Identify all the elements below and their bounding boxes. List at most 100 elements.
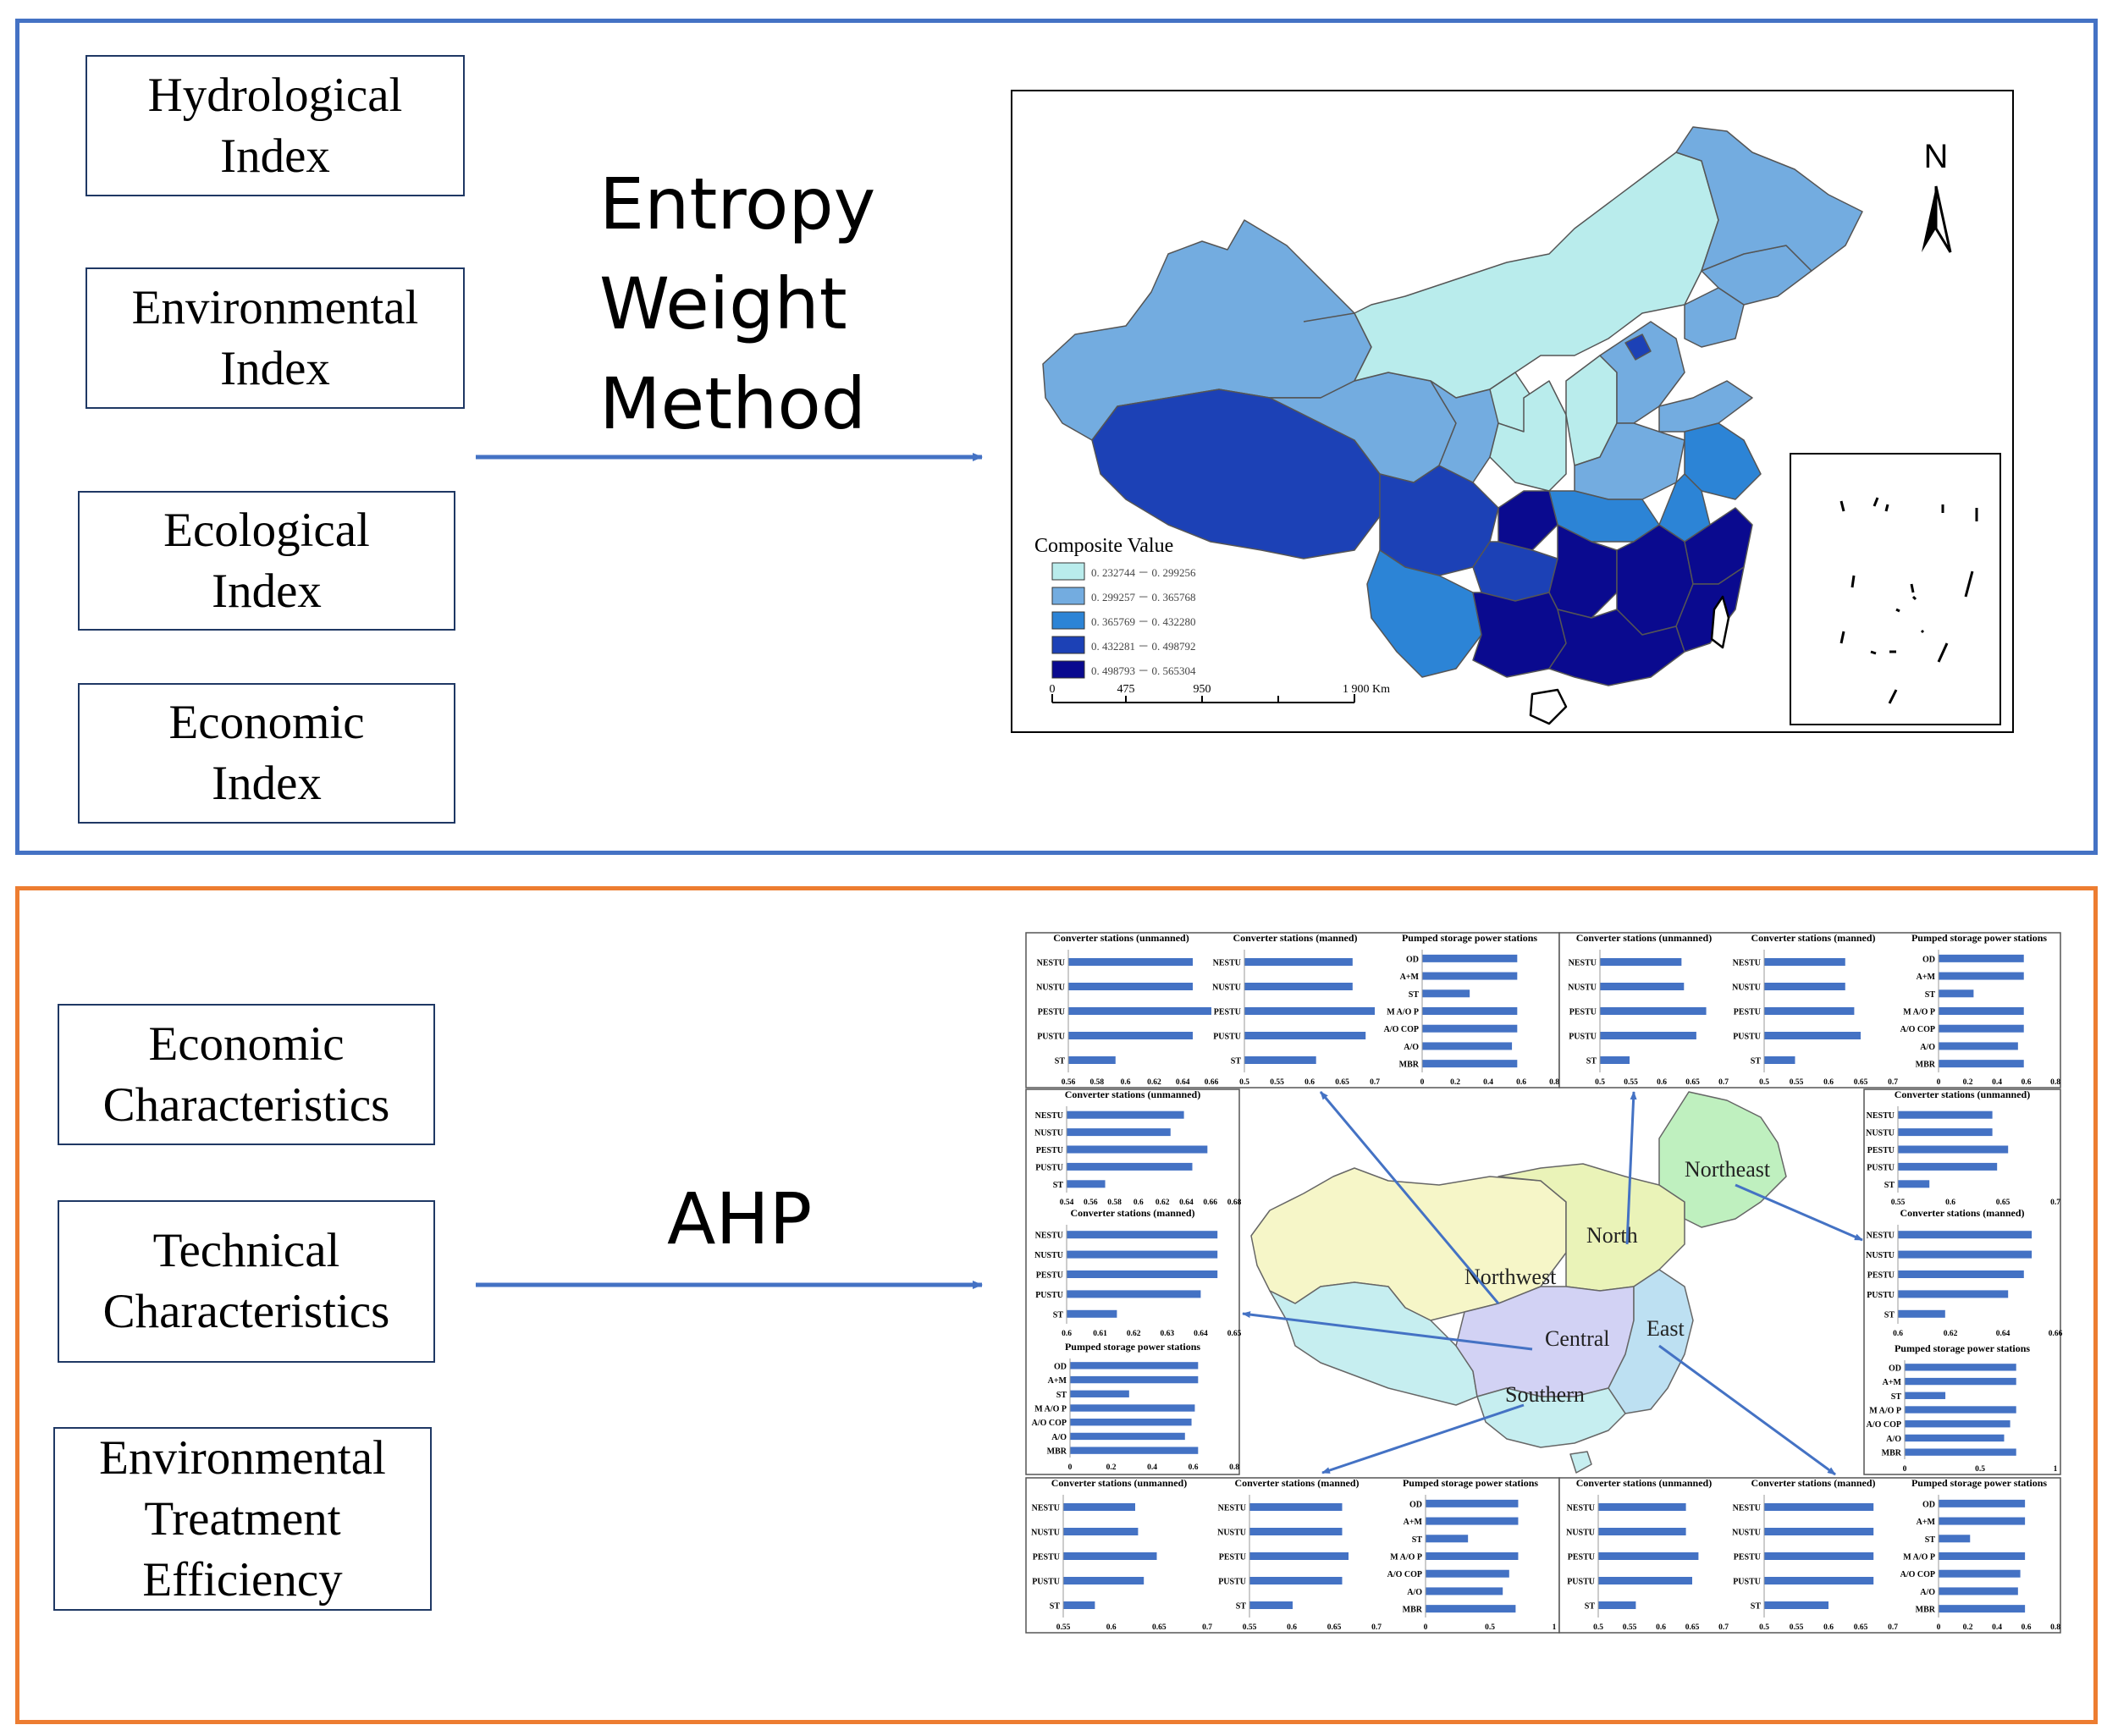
bar (1070, 1362, 1199, 1370)
region-southern (1476, 1387, 1626, 1448)
bar (1898, 1128, 1993, 1137)
bar (1067, 1180, 1106, 1188)
category-label: OD (1922, 1500, 1935, 1509)
category-label: A+M (1048, 1376, 1067, 1386)
category-label: NESTU (1037, 959, 1065, 968)
tick-label: 0.6 (2022, 1623, 2032, 1632)
tick-label: 0.5 (1759, 1078, 1769, 1087)
category-label: A/O COP (1900, 1025, 1935, 1034)
category-label: PUSTU (1867, 1291, 1895, 1300)
bar (1422, 954, 1518, 962)
category-label: NUSTU (1732, 984, 1761, 993)
category-label: ST (1231, 1057, 1242, 1066)
label-north: North (1586, 1223, 1638, 1248)
category-label: PESTU (1036, 1146, 1063, 1155)
category-label: ST (1053, 1181, 1064, 1190)
tick-label: 0.8 (2050, 1078, 2060, 1087)
category-label: MBR (1916, 1606, 1936, 1615)
label-central: Central (1545, 1326, 1610, 1351)
method-line-1: Entropy (599, 163, 876, 245)
chart-title: Converter stations (unmanned) (1053, 932, 1189, 944)
tick-label: 0.58 (1089, 1078, 1104, 1087)
economic-index-label: Economic Index (168, 696, 365, 810)
category-label: A/O (1404, 1043, 1419, 1052)
chart-north-manned: Converter stations (manned) NESTU NUSTU PES… (1732, 932, 1898, 1087)
scale-tick-1900: 1 900 Km (1343, 683, 1390, 696)
bar (1764, 1577, 1874, 1584)
bar (1249, 1601, 1293, 1609)
category-label: PESTU (1038, 1008, 1065, 1017)
bar (1905, 1448, 2016, 1456)
bar (1898, 1162, 1998, 1171)
tick-label: 0.6 (1656, 1623, 1666, 1632)
tick-label: 0.68 (1227, 1199, 1242, 1207)
bar (1939, 1024, 2024, 1033)
economic-index-box: Economic Index (78, 683, 455, 824)
tick-label: 0.62 (1156, 1199, 1170, 1207)
chart-northeast-unmanned: Converter stations (unmanned) NESTU NUSTU P… (1866, 1088, 2060, 1207)
region-beijing-c4 (1624, 333, 1652, 361)
tick-label: 0.2 (1963, 1078, 1973, 1087)
pointer-northeast (1735, 1183, 1863, 1242)
category-label: ST (1055, 1057, 1066, 1066)
bar (1068, 958, 1194, 966)
environmental-index-label: Environmental Index (131, 280, 419, 395)
bar (1067, 1231, 1218, 1239)
bar (1764, 983, 1845, 990)
bar (1764, 1503, 1874, 1511)
category-label: ST (1056, 1391, 1067, 1400)
region-shaanxi-c1 (1489, 380, 1567, 492)
chart-north-unmanned: Converter stations (unmanned) NESTU NUSTU P… (1568, 932, 1729, 1087)
tick-label: 0.64 (1179, 1199, 1194, 1207)
legend-label-4: 0. 432281 － 0. 498792 (1091, 640, 1196, 653)
legend-title: Composite Value (1034, 535, 1173, 557)
bar (1764, 1007, 1855, 1015)
category-label: A/O (1407, 1588, 1422, 1597)
tick-label: 0.7 (1888, 1623, 1898, 1632)
chart-title: Converter stations (manned) (1234, 1477, 1359, 1489)
bar (1067, 1250, 1218, 1259)
bar (1422, 1007, 1518, 1015)
bar (1939, 972, 2024, 980)
bar (1598, 1552, 1699, 1560)
tick-label: 0.6 (1657, 1078, 1667, 1087)
pointer-southern (1321, 1403, 1525, 1474)
category-label: ST (1884, 1310, 1895, 1320)
category-label: PESTU (1569, 1008, 1597, 1017)
bar (1764, 1552, 1874, 1560)
bar (1244, 1007, 1375, 1015)
tick-label: 1 (2054, 1465, 2058, 1474)
chart-northwest-unmanned: Converter stations (unmanned) NESTU NUSTU P… (1036, 932, 1218, 1087)
legend-label-1: 0. 232744 － 0. 299256 (1091, 566, 1196, 579)
legend-swatch-5 (1051, 660, 1085, 679)
chart-east-manned: Converter stations (manned) NESTU NUSTU PES… (1732, 1477, 1898, 1632)
bar (1939, 954, 2024, 962)
bar (1063, 1577, 1145, 1584)
category-label: NESTU (1032, 1504, 1060, 1513)
bar (1598, 1577, 1692, 1584)
tick-label: 0.6 (1133, 1199, 1144, 1207)
method-line-3: Method (599, 362, 867, 445)
chart-southern-unmanned: Converter stations (unmanned) NESTU NUSTU P… (1031, 1477, 1212, 1632)
bar (1422, 972, 1518, 980)
tick-label: 0.5 (1239, 1078, 1249, 1087)
category-label: PESTU (1867, 1271, 1895, 1281)
bar (1068, 1056, 1116, 1064)
category-label: MBR (1399, 1061, 1420, 1070)
category-label: A+M (1400, 973, 1420, 982)
tick-label: 0.54 (1060, 1199, 1074, 1207)
category-label: NUSTU (1034, 1129, 1063, 1138)
chart-southern-manned: Converter stations (manned) NESTU NUSTU PES… (1217, 1477, 1382, 1632)
chart-title: Converter stations (unmanned) (1895, 1088, 2030, 1100)
category-label: ST (1053, 1310, 1064, 1320)
tick-label: 0.65 (1327, 1623, 1342, 1632)
tick-label: 0.62 (1127, 1330, 1141, 1338)
ecological-index-box: Ecological Index (78, 491, 455, 631)
category-label: PUSTU (1867, 1163, 1895, 1172)
bar (1764, 1032, 1861, 1039)
tick-label: 0.7 (1718, 1623, 1729, 1632)
bar (1600, 1056, 1630, 1064)
category-label: PUSTU (1213, 1033, 1241, 1042)
tick-label: 0.66 (1205, 1078, 1219, 1087)
tick-label: 0 (1068, 1463, 1073, 1472)
